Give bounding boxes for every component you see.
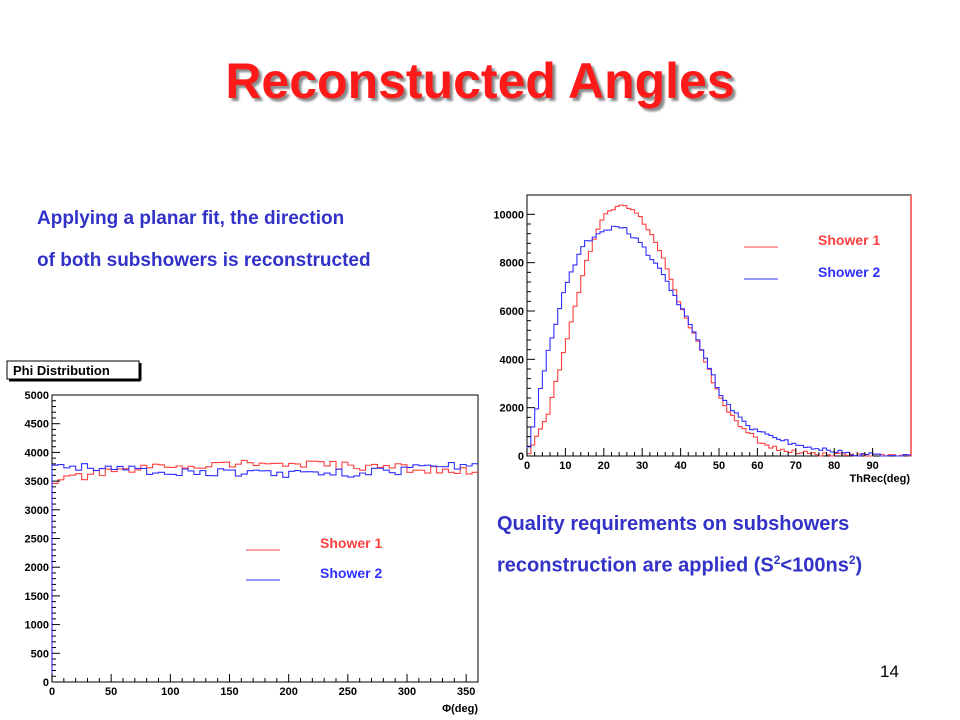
series-shower-1-line (526, 204, 911, 457)
y-tick-label: 10000 (493, 209, 524, 221)
y-tick-label: 2000 (25, 562, 49, 574)
y-tick-label: 2000 (500, 403, 524, 415)
series-shower-2-line (51, 462, 478, 682)
y-tick-label: 4000 (500, 354, 524, 366)
plot-frame (51, 394, 479, 683)
x-tick-label: 30 (636, 460, 648, 472)
y-tick-label: 4000 (25, 447, 49, 459)
legend-label-2: Shower 2 (818, 264, 880, 280)
description-line-1: Applying a planar fit, the direction (37, 208, 345, 229)
series-shower-2-line (526, 225, 911, 457)
legend-label-1: Shower 1 (320, 535, 382, 551)
x-tick-label: 100 (161, 686, 179, 698)
slide-title: Reconstucted Angles (225, 53, 735, 109)
x-tick-label: 300 (398, 686, 416, 698)
x-tick-label: 80 (828, 460, 840, 472)
y-tick-label: 3000 (25, 505, 49, 517)
quality-sup-2: 2 (848, 553, 856, 567)
page-number: 14 (880, 662, 899, 681)
x-tick-label: 0 (49, 686, 55, 698)
x-tick-label: 250 (339, 686, 357, 698)
x-axis-label: ThRec(deg) (850, 473, 911, 485)
x-tick-label: 350 (457, 686, 475, 698)
y-tick-label: 6000 (500, 306, 524, 318)
plot-frame (526, 194, 912, 457)
x-tick-label: 20 (598, 460, 610, 472)
x-tick-label: 70 (790, 460, 802, 472)
x-axis-label: Φ(deg) (442, 703, 478, 715)
description-line-2: of both subshowers is reconstructed (37, 250, 371, 271)
legend-label-2: Shower 2 (320, 565, 382, 581)
quality-line-2-mid: <100ns (780, 554, 849, 577)
y-tick-label: 1500 (25, 591, 49, 603)
x-tick-label: 10 (559, 460, 571, 472)
y-tick-label: 4500 (25, 419, 49, 431)
x-tick-label: 50 (105, 686, 117, 698)
y-tick-label: 1000 (25, 620, 49, 632)
x-tick-label: 40 (674, 460, 686, 472)
x-tick-label: 60 (751, 460, 763, 472)
quality-line-2-prefix: reconstruction are applied (S (497, 554, 774, 577)
y-tick-label: 0 (518, 451, 524, 463)
x-tick-label: 50 (713, 460, 725, 472)
chart-title-box (6, 360, 140, 380)
x-tick-label: 90 (866, 460, 878, 472)
x-tick-label: 0 (524, 460, 530, 472)
y-tick-label: 3500 (25, 476, 49, 488)
y-tick-label: 5000 (25, 390, 49, 402)
quality-line-2: reconstruction are applied (S2<100ns2) (497, 553, 862, 578)
quality-sup-1: 2 (773, 553, 781, 567)
y-tick-label: 2500 (25, 534, 49, 546)
quality-line-1: Quality requirements on subshowers (497, 513, 850, 535)
chart-title: Phi Distribution (13, 363, 110, 378)
x-tick-label: 150 (220, 686, 238, 698)
quality-line-2-suffix: ) (855, 554, 863, 577)
y-tick-label: 500 (31, 648, 49, 660)
y-tick-label: 8000 (500, 258, 524, 270)
series-shower-1-line (51, 459, 478, 682)
legend-label-1: Shower 1 (818, 232, 880, 248)
y-tick-label: 0 (43, 677, 49, 689)
x-tick-label: 200 (279, 686, 297, 698)
